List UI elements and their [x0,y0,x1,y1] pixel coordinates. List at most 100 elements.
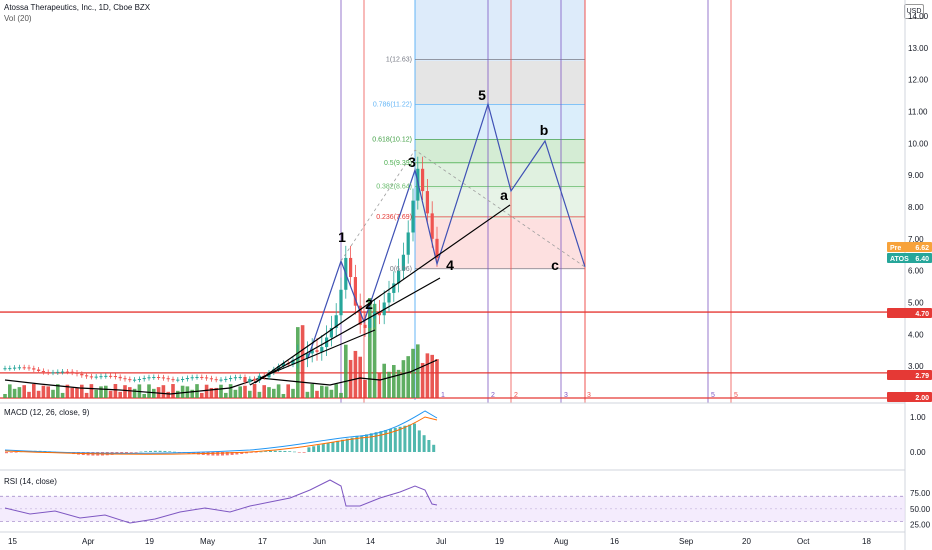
candle-body [56,371,60,373]
candle-body [238,377,242,379]
macd-histogram-bar [331,441,335,452]
candle-body [358,305,362,325]
candle-body [32,368,36,370]
price-tick: 10.00 [908,139,929,148]
candle-body [113,376,117,378]
volume-bar [132,388,137,398]
volume-bar [104,385,108,398]
volume-bar [152,388,156,398]
volume-bar [113,384,118,398]
macd-histogram-bar [317,445,320,452]
wave-label: b [540,122,549,138]
price-tick: 5.00 [908,299,924,308]
rsi-line [4,479,438,524]
wave-label: 5 [478,87,486,103]
macd-histogram-bar [235,452,239,455]
macd-histogram-bar [432,444,436,452]
time-tick: Aug [554,537,568,546]
volume-bar [324,386,329,398]
price-badge-value: 6.62 [915,245,929,252]
volume-bar [161,385,166,398]
macd-tick: 0.00 [910,448,926,457]
volume-bar [166,391,170,398]
volume-bar [8,384,12,398]
macd-histogram-bar [129,452,133,453]
volume-bar [425,353,430,398]
volume-bar [406,356,410,398]
candle-body [334,315,338,328]
cycle-label: 5 [734,392,738,399]
volume-bar [12,388,17,398]
macd-histogram-bar [259,451,263,453]
price-tick: 12.00 [908,76,929,85]
candle-body [301,356,305,359]
macd-label: MACD (12, 26, close, 9) [4,408,90,417]
macd-histogram-bar [216,452,220,456]
candle-body [171,379,175,381]
macd-histogram-bar [345,438,349,452]
candle-body [118,376,122,379]
time-tick: 17 [258,537,267,546]
macd-histogram-bar [168,451,172,452]
candle-body [253,378,257,381]
candle-body [387,292,391,303]
volume-bar [416,344,420,398]
macd-histogram-bar [408,424,412,452]
fib-label: 0.5(9.39) [384,160,412,167]
volume-bar [339,392,343,398]
volume-bar [41,385,46,398]
volume-bar [219,384,223,398]
macd-histogram-bar [365,434,368,452]
time-tick: 19 [495,537,504,546]
macd-histogram-bar [302,452,306,453]
cycle-label: 3 [564,392,568,399]
macd-histogram-bar [427,440,431,452]
volume-bar [142,393,146,398]
volume-bar [372,303,377,398]
volume-bar [435,359,439,398]
macd-histogram-bar [278,450,282,452]
fib-label: 0(6.06) [390,266,412,273]
volume-bar [377,373,382,398]
price-badge [887,253,932,263]
candle-body [99,376,103,378]
macd-histogram-bar [350,437,354,452]
volume-bar [17,387,22,398]
macd-histogram-bar [321,444,325,452]
price-tick: 13.00 [908,44,929,53]
candle-body [425,191,429,214]
candle-body [181,378,185,380]
wave-label: a [500,187,508,203]
macd-histogram-bar [336,440,340,452]
candle-body [161,377,165,379]
volume-bar [420,362,425,398]
macd-histogram-bar [163,450,167,452]
macd-histogram-bar [269,450,272,452]
price-badge-label: ATOS [890,256,909,263]
chart-title: Atossa Therapeutics, Inc., 1D, Cboe BZX [4,3,151,12]
volume-bar [382,363,386,398]
candle-body [176,379,180,381]
time-axis: 15 Apr 19 May 17 Jun 14 Jul 19 Aug 16 Sep 20 Oct 18 [8,537,871,546]
volume-bar [3,394,7,398]
macd-histogram-bar [5,452,8,454]
candle-body [339,289,343,316]
volume-bar [392,365,396,398]
macd-histogram-bar [245,452,248,454]
volume-bar [27,391,31,398]
wave-label: c [551,257,559,273]
macd-histogram-bar [144,451,148,452]
candle-body [430,213,434,239]
trendline [249,277,441,386]
candle-body [104,375,108,377]
wave-label: 3 [408,154,416,170]
volume-bar [75,387,79,398]
volume-bar [305,391,310,398]
volume-bar [128,387,132,398]
trendline [259,329,376,379]
volume-bar [262,385,266,398]
macd-histogram-bar [230,452,234,455]
candle-body [13,367,17,369]
candle-body [219,379,223,381]
